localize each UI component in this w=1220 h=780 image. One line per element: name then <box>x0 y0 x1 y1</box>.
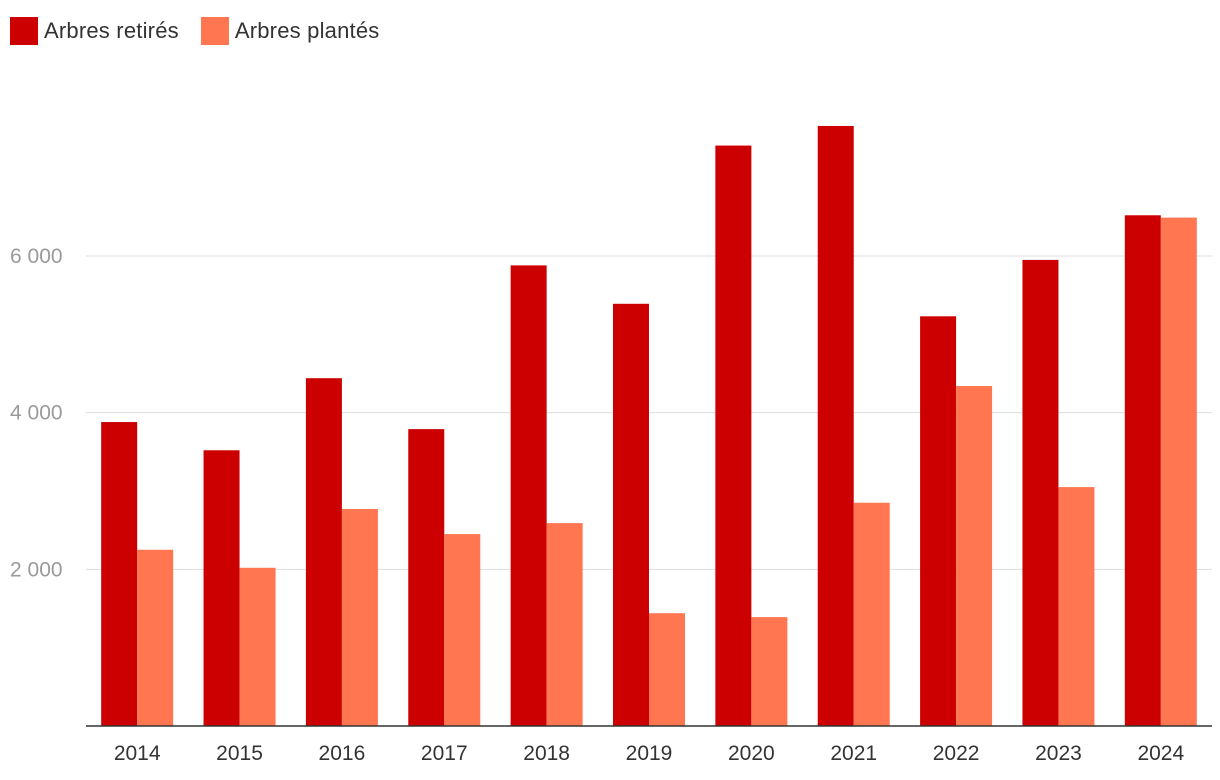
legend-swatch-plantes <box>200 17 229 45</box>
bar-plantes-2019 <box>649 613 685 726</box>
legend-swatch-retires <box>10 17 38 45</box>
bar-retires-2015 <box>203 450 240 726</box>
bar-plantes-2016 <box>341 509 378 726</box>
bars <box>101 125 1197 727</box>
legend-label-retires: Arbres retirés <box>44 18 179 43</box>
y-tick-label: 6 000 <box>10 245 63 268</box>
bar-plantes-2024 <box>1160 217 1197 726</box>
legend: Arbres retirés Arbres plantés <box>10 17 402 45</box>
bar-retires-2021 <box>817 125 854 726</box>
x-tick-label: 2020 <box>728 742 775 765</box>
bar-retires-2014 <box>101 422 138 726</box>
bar-plantes-2018 <box>546 523 583 726</box>
legend-label-plantes: Arbres plantés <box>234 18 380 43</box>
x-tick-label: 2019 <box>626 742 673 765</box>
bar-plantes-2022 <box>956 386 993 726</box>
y-tick-label: 4 000 <box>10 402 63 425</box>
bar-plantes-2021 <box>853 502 890 726</box>
bar-plantes-2014 <box>137 549 174 726</box>
x-tick-label: 2022 <box>933 742 980 765</box>
bar-retires-2023 <box>1022 259 1059 726</box>
bar-retires-2020 <box>715 145 752 727</box>
bar-plantes-2015 <box>239 567 276 726</box>
legend-item-plantes: Arbres plantés <box>200 17 380 45</box>
x-tick-label: 2017 <box>421 742 468 765</box>
legend-item-retires: Arbres retirés <box>10 17 179 45</box>
bar-retires-2016 <box>305 378 342 726</box>
x-tick-label: 2016 <box>319 742 366 765</box>
y-tick-label: 2 000 <box>10 558 63 581</box>
x-tick-label: 2014 <box>114 742 161 765</box>
x-tick-label: 2023 <box>1035 742 1082 765</box>
bar-retires-2019 <box>613 303 649 726</box>
y-tick-labels: 2 000 4 000 6 000 <box>10 245 63 581</box>
bar-retires-2018 <box>510 265 547 726</box>
x-tick-labels: 2014 2015 2016 2017 2018 2019 2020 2021 2022 2023… <box>114 742 1185 765</box>
bar-retires-2017 <box>408 429 445 726</box>
bar-retires-2024 <box>1124 215 1161 726</box>
bar-plantes-2017 <box>444 534 481 726</box>
bar-retires-2022 <box>920 316 957 726</box>
x-tick-label: 2015 <box>216 742 263 765</box>
bar-plantes-2020 <box>751 617 788 726</box>
x-tick-label: 2018 <box>523 742 570 765</box>
bar-plantes-2023 <box>1058 487 1095 726</box>
x-tick-label: 2021 <box>830 742 877 765</box>
x-tick-label: 2024 <box>1137 742 1184 765</box>
